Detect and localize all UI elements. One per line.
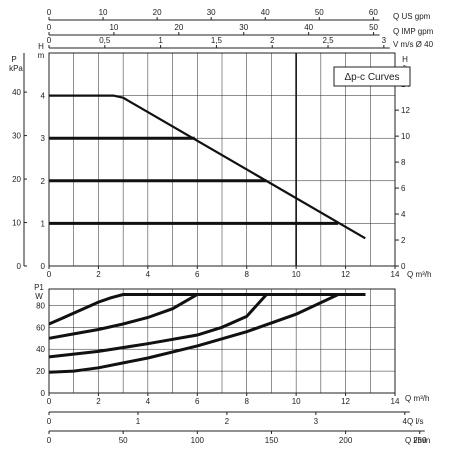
p1-tick-label: 80 — [36, 301, 45, 310]
lower-x-tick-label: 4 — [146, 397, 151, 406]
h-m-tick-label: 0 — [41, 262, 46, 271]
upper-x-tick-label: 2 — [96, 270, 101, 279]
top-axis-tick-label: 30 — [239, 23, 248, 32]
bottom-axis-tick-label: 2 — [225, 417, 230, 426]
h-m-tick-label: 1 — [41, 219, 46, 228]
h-ft-tick-label: 8 — [401, 158, 406, 167]
p-kpa-tick-label: 40 — [12, 88, 21, 97]
top-axis-tick-label: 1 — [158, 36, 163, 45]
upper-x-tick-label: 12 — [341, 270, 350, 279]
upper-x-tick-label: 14 — [391, 270, 400, 279]
kpa-axis-unit: kPa — [9, 64, 23, 73]
top-axis-tick-label: 0,5 — [99, 36, 111, 45]
bottom-axis-tick-label: 0 — [47, 417, 52, 426]
h-m-tick-label: 4 — [41, 92, 46, 101]
upper-x-tick-label: 8 — [244, 270, 249, 279]
top-axis-tick-label: 0 — [47, 36, 52, 45]
lower-x-tick-label: 14 — [391, 397, 400, 406]
bottom-axis-tick-label: 3 — [314, 417, 319, 426]
p1-axis-label: P1 — [34, 283, 44, 292]
top-axis-tick-label: 40 — [304, 23, 313, 32]
legend-label: Δp-c Curves — [344, 72, 399, 83]
p1-tick-label: 40 — [36, 345, 45, 354]
top-axis-tick-label: 0 — [47, 23, 52, 32]
power-curve-line — [48, 293, 366, 326]
power-curve-line — [48, 293, 366, 374]
p-axis-label: P — [11, 55, 16, 64]
bottom-axis-tick-label: 200 — [339, 436, 353, 445]
bottom-axis-tick-label: 0 — [47, 436, 52, 445]
h-ft-axis-label: H — [402, 55, 408, 64]
upper-x-tick-label: 0 — [47, 270, 52, 279]
h-m-tick-label: 3 — [41, 134, 46, 143]
top-axis-label: V m/s Ø 40 — [393, 40, 434, 49]
curves-layer — [48, 94, 366, 374]
top-axis-tick-label: 2 — [270, 36, 275, 45]
power-curve-line — [48, 293, 366, 359]
p1-tick-label: 20 — [36, 367, 45, 376]
bottom-axis-label: Q l/s — [407, 417, 423, 426]
legend: Δp-c Curves — [333, 66, 411, 87]
top-axis-tick-label: 3 — [382, 36, 387, 45]
lower-x-tick-label: 2 — [96, 397, 101, 406]
lower-x-tick-label: 8 — [244, 397, 249, 406]
lower-x-tick-label: 6 — [195, 397, 200, 406]
axes-layer — [23, 17, 425, 434]
upper-x-axis-label: Q m³/h — [407, 270, 431, 279]
p-kpa-tick-label: 20 — [12, 175, 21, 184]
p1-tick-label: 0 — [41, 389, 46, 398]
top-axis-tick-label: 60 — [369, 8, 378, 17]
bottom-axis-tick-label: 150 — [265, 436, 279, 445]
lower-plot-frame — [48, 288, 396, 394]
top-axis-tick-label: 10 — [99, 8, 108, 17]
bottom-axis-tick-label: 100 — [191, 436, 205, 445]
h-m-tick-label: 2 — [41, 177, 46, 186]
bottom-axis-tick-label: 1 — [136, 417, 141, 426]
top-axis-tick-label: 2,5 — [322, 36, 334, 45]
h-m-axis-unit: m — [38, 51, 45, 60]
p-kpa-tick-label: 30 — [12, 132, 21, 141]
p1-tick-label: 60 — [36, 323, 45, 332]
top-axis-tick-label: 1,5 — [211, 36, 223, 45]
upper-curve-line — [49, 94, 366, 240]
legend-box — [333, 66, 411, 87]
lower-x-tick-label: 12 — [341, 397, 350, 406]
h-ft-tick-label: 10 — [401, 132, 410, 141]
top-axis-tick-label: 40 — [261, 8, 270, 17]
h-ft-tick-label: 0 — [401, 262, 406, 271]
p-kpa-tick-label: 10 — [12, 219, 21, 228]
h-ft-tick-label: 12 — [401, 106, 410, 115]
lower-x-tick-label: 0 — [47, 397, 52, 406]
h-ft-tick-label: 4 — [401, 210, 406, 219]
h-ft-tick-label: 6 — [401, 184, 406, 193]
top-axis-label: Q IMP gpm — [393, 27, 434, 36]
bottom-axis-label: Q l/min — [405, 436, 430, 445]
upper-x-tick-label: 6 — [195, 270, 200, 279]
lower-x-axis-label: Q m³/h — [405, 394, 429, 403]
p-kpa-tick-label: 0 — [17, 262, 22, 271]
upper-plot-frame — [48, 52, 396, 267]
bottom-axis-tick-label: 4 — [403, 417, 408, 426]
upper-x-tick-label: 10 — [292, 270, 301, 279]
top-axis-tick-label: 50 — [315, 8, 324, 17]
bottom-axis-tick-label: 250 — [413, 436, 427, 445]
top-axis-tick-label: 0 — [47, 8, 52, 17]
p1-axis-unit: W — [35, 292, 43, 301]
power-curve-line — [48, 293, 366, 340]
top-axis-tick-label: 10 — [109, 23, 118, 32]
top-axis-tick-label: 20 — [153, 8, 162, 17]
top-axis-tick-label: 30 — [207, 8, 216, 17]
top-axis-label: Q US gpm — [393, 12, 431, 21]
lower-x-tick-label: 10 — [292, 397, 301, 406]
top-axis-tick-label: 50 — [369, 23, 378, 32]
top-axis-tick-label: 20 — [174, 23, 183, 32]
bottom-axis-tick-label: 50 — [119, 436, 128, 445]
h-ft-tick-label: 2 — [401, 236, 406, 245]
h-m-axis-label: H — [38, 42, 44, 51]
upper-x-tick-label: 4 — [146, 270, 151, 279]
